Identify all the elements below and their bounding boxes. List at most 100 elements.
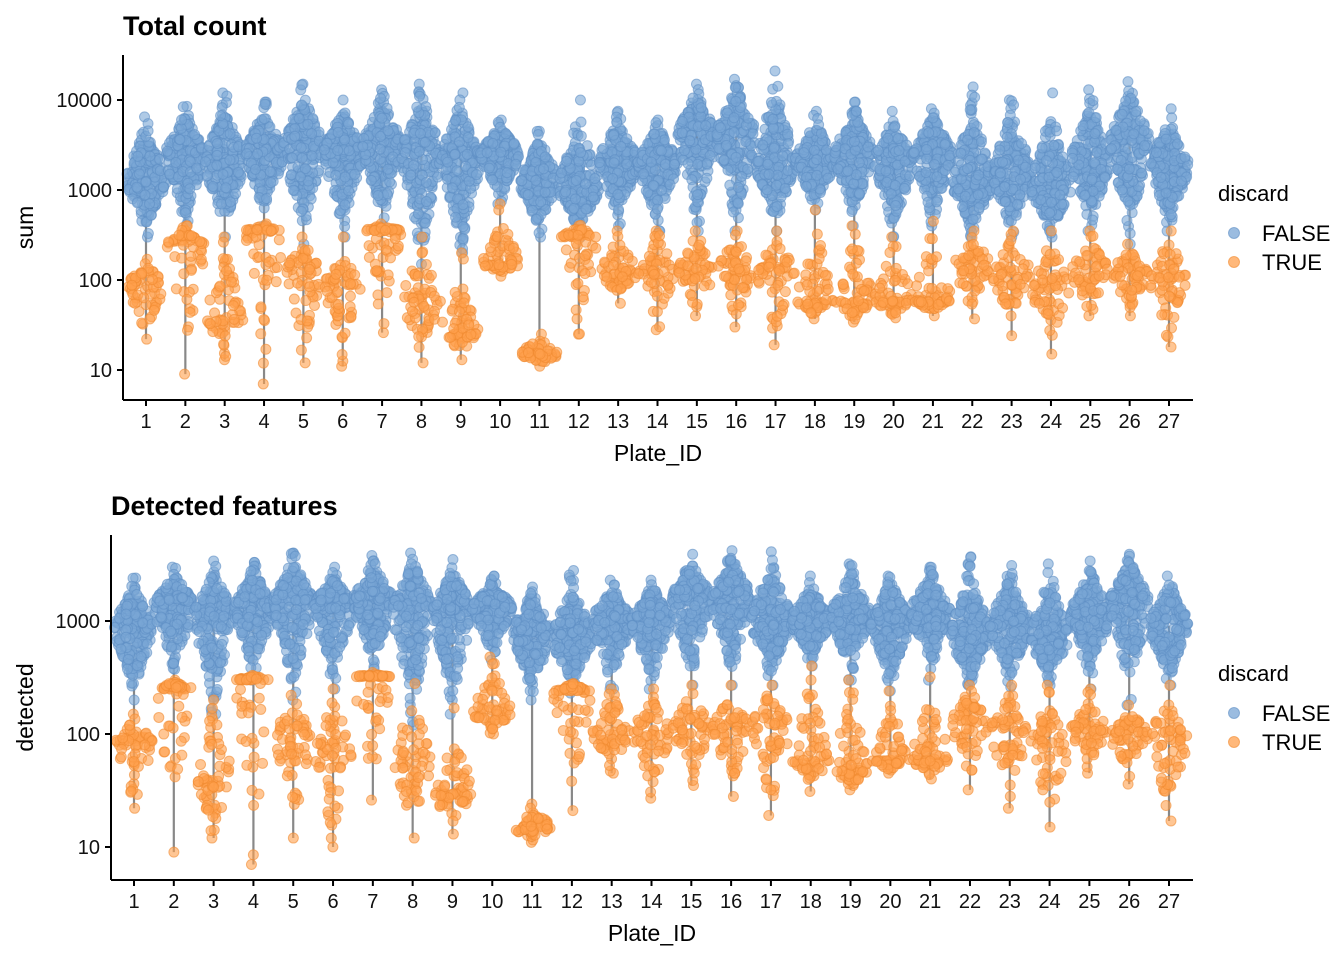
data-point-false [144,198,156,210]
data-point-false [740,136,752,148]
data-point-false [1057,151,1069,163]
data-point-false [767,122,779,134]
data-point-false [144,150,156,162]
data-point-false [587,191,599,203]
data-point-false [516,175,528,187]
data-point-false [176,114,188,126]
data-point-false [1045,196,1057,208]
data-point-false [638,168,650,180]
data-point-false [611,117,623,129]
data-point-false [375,92,387,104]
data-point-false [1036,142,1048,154]
data-point-false [170,156,182,168]
data-point-false [568,202,580,214]
data-point-false [645,156,657,168]
data-point-false [890,200,902,212]
data-point-false [968,127,980,139]
data-point-false [1048,140,1060,152]
data-point-false [142,125,154,137]
data-point-false [555,167,567,179]
data-point-false [650,117,662,129]
data-point-false [1051,166,1063,178]
data-point-false [539,186,551,198]
data-point-false [487,137,499,149]
data-point-false [264,166,276,178]
data-point-false [457,233,469,245]
data-point-false [593,157,605,169]
data-point-false [287,184,299,196]
data-point-false [560,186,572,198]
data-point-false [621,158,633,170]
data-point-false [241,148,253,160]
data-point-false [728,112,740,124]
data-point-false [408,159,420,171]
data-point-false [337,94,349,106]
data-point-false [886,105,898,117]
data-point-false [772,80,784,92]
data-point-false [420,196,432,208]
data-point-false [296,79,308,91]
data-point-false [613,204,625,216]
data-point-false [374,143,386,155]
data-point-false [757,139,769,151]
data-point-false [508,137,520,149]
data-point-false [1011,198,1023,210]
data-point-false [349,168,361,180]
data-point-false [142,227,154,239]
data-point-false [612,189,624,201]
data-point-false [999,196,1011,208]
data-point-false [145,209,157,221]
data-point-false [132,150,144,162]
data-point-false [530,174,542,186]
data-point-false [972,189,984,201]
data-point-false [539,151,551,163]
data-point-false [293,112,305,124]
data-point-false [700,120,712,132]
data-point-false [332,126,344,138]
data-point-false [768,142,780,154]
data-point-false [678,145,690,157]
data-point-false [339,221,351,233]
data-point-false [939,139,951,151]
data-point-false [224,196,236,208]
data-point-false [872,145,884,157]
data-point-false [607,173,619,185]
data-point-false [171,183,183,195]
data-point-false [732,197,744,209]
data-point-false [446,182,458,194]
data-point-false [811,154,823,166]
data-point-false [747,128,759,140]
data-point-false [252,148,264,160]
data-point-false [1044,207,1056,219]
data-point-false [224,154,236,166]
data-point-false [782,128,794,140]
data-point-false [286,152,298,164]
data-point-false [157,181,169,193]
data-point-false [174,134,186,146]
data-point-false [964,104,976,116]
data-point-false [372,190,384,202]
data-point-false [481,147,493,159]
data-point-false [296,99,308,111]
data-point-false [457,221,469,233]
data-point-false [969,91,981,103]
data-point-false [608,129,620,141]
data-point-false [339,199,351,211]
data-point-false [382,125,394,137]
data-point-false [732,181,744,193]
data-point-false [1026,186,1038,198]
data-point-false [1035,194,1047,206]
data-point-false [779,182,791,194]
data-point-false [411,101,423,113]
data-point-false [1020,161,1032,173]
data-point-false [962,163,974,175]
data-point-false [177,101,189,113]
data-point-false [330,169,342,181]
data-point-false [800,180,812,192]
data-point-false [306,128,318,140]
data-point-false [295,205,307,217]
data-point-false [258,113,270,125]
data-point-false [655,145,667,157]
